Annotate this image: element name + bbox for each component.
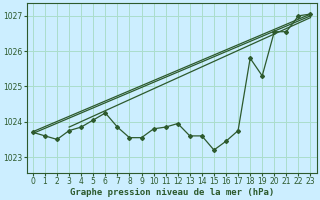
X-axis label: Graphe pression niveau de la mer (hPa): Graphe pression niveau de la mer (hPa)	[69, 188, 274, 197]
